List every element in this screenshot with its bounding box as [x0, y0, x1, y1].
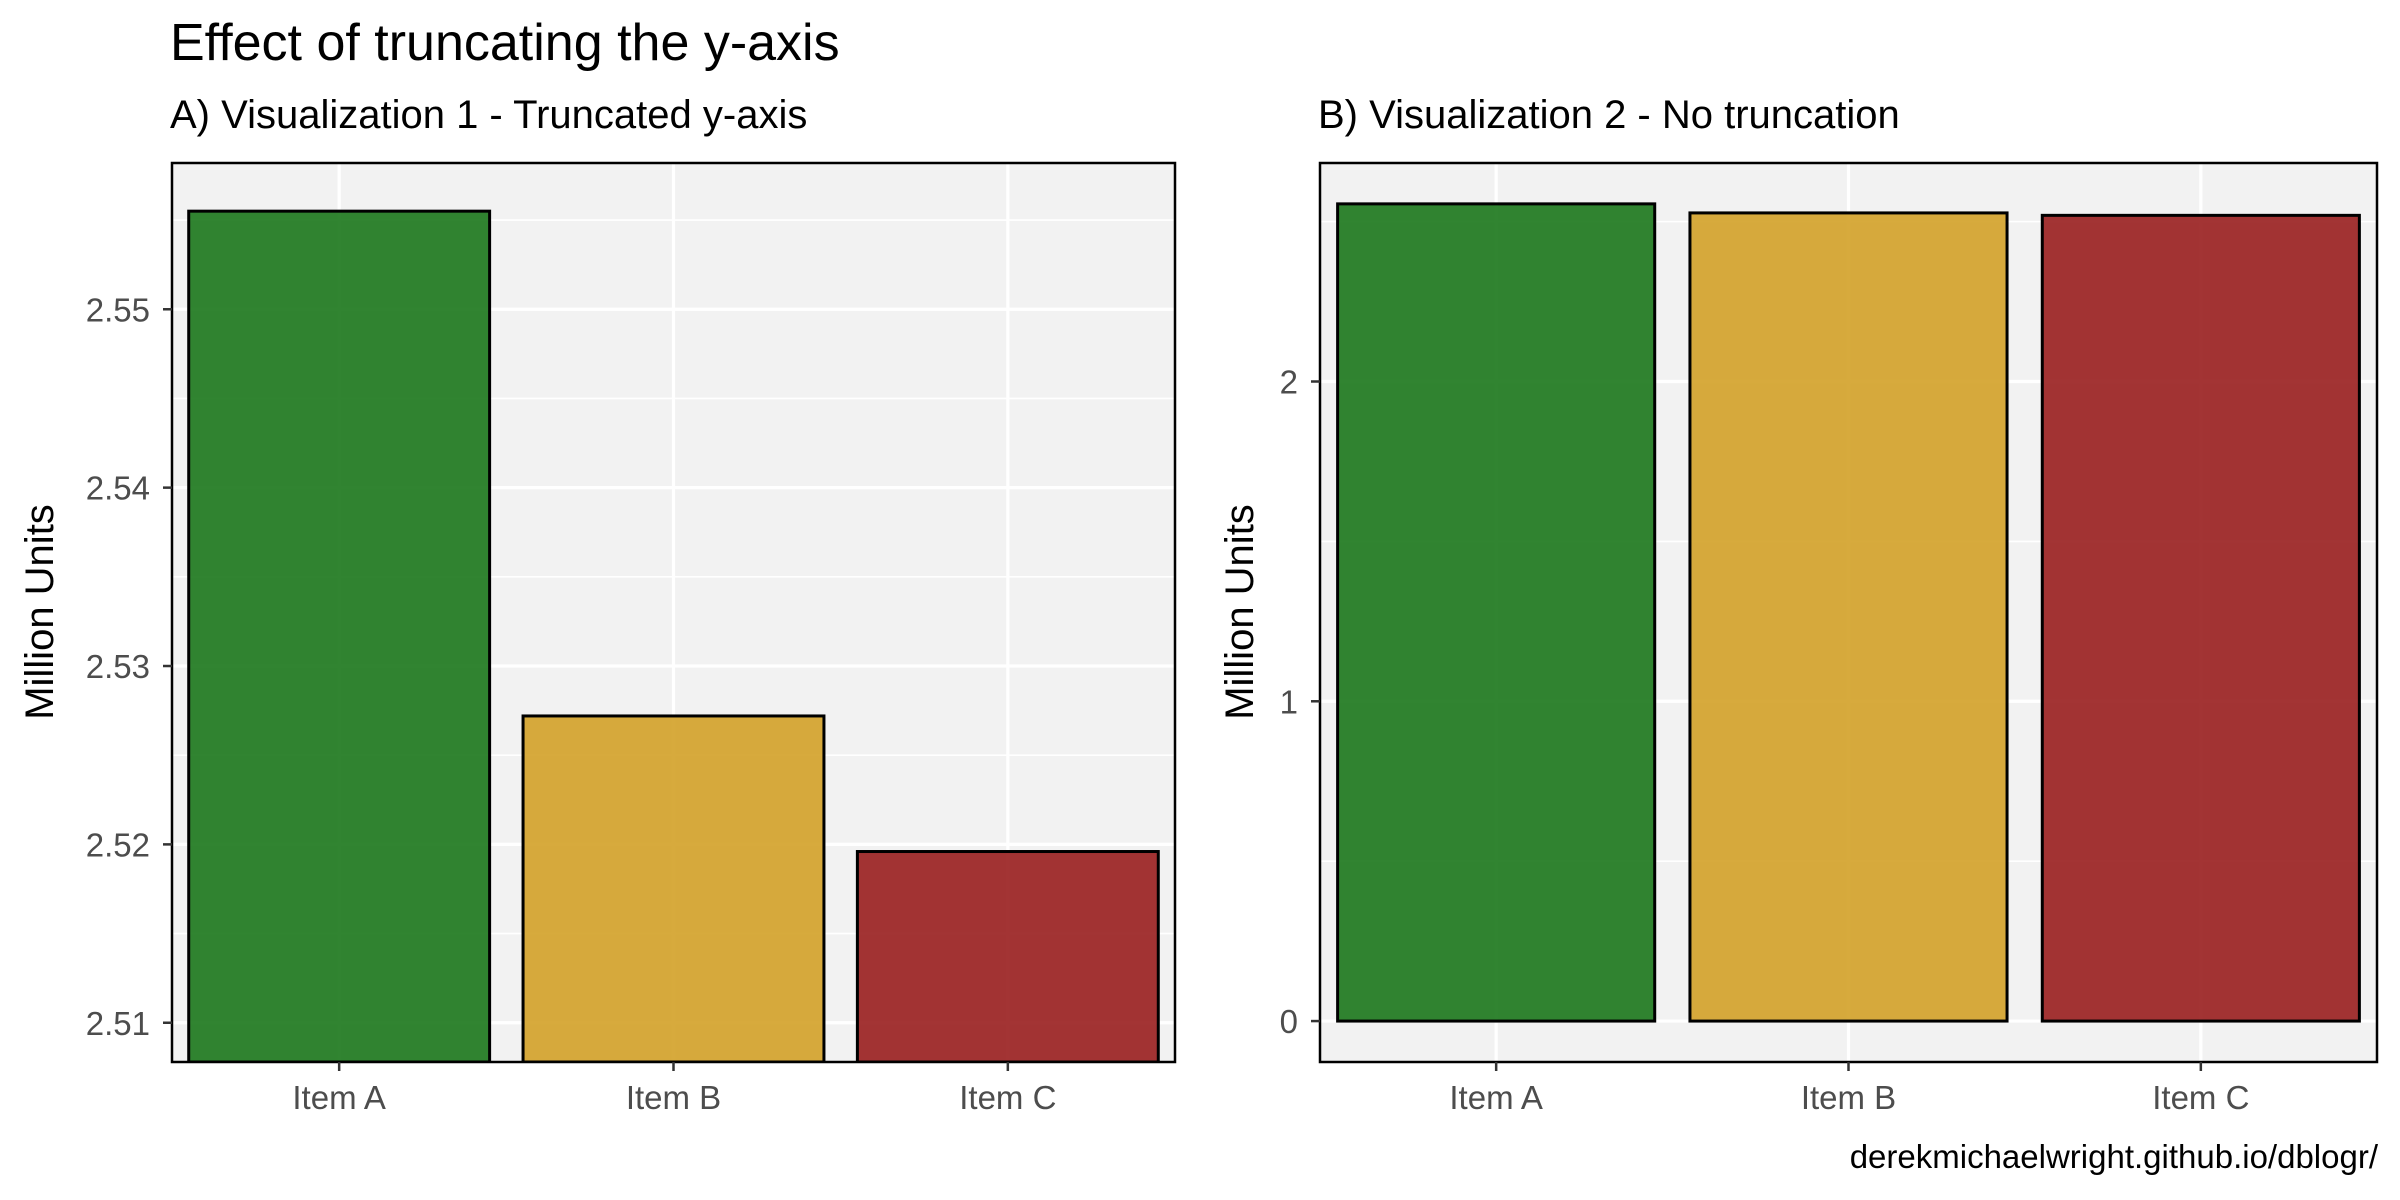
panel-a-bar-item-a: [187, 209, 492, 1062]
panel-b-x-tick-label: Item B: [1801, 1079, 1896, 1116]
panel-b-bar-item-a: [1336, 202, 1657, 1023]
panel-a-bar-item-b: [521, 714, 826, 1062]
panel-a-y-tick-label: 2.54: [86, 470, 150, 507]
panel-a-y-tick-label: 2.55: [86, 291, 150, 328]
panel-b-y-tick-label: 2: [1280, 364, 1298, 401]
panel-a-y-tick-label: 2.53: [86, 648, 150, 685]
panel-a: A) Visualization 1 - Truncated y-axis Mi…: [18, 93, 1177, 1116]
panel-a-x-tick-label: Item A: [292, 1079, 386, 1116]
panel-a-x-tick-label: Item B: [626, 1079, 721, 1116]
panel-b: B) Visualization 2 - No truncation Milli…: [1218, 93, 2379, 1116]
panel-a-bar-item-c: [855, 850, 1160, 1062]
figure-title: Effect of truncating the y-axis: [170, 14, 840, 72]
panel-a-y-axis-title: Million Units: [18, 504, 62, 720]
panel-b-x-tick-label: Item A: [1449, 1079, 1543, 1116]
panel-b-bar-item-c: [2040, 213, 2361, 1023]
panel-a-y-tick-label: 2.52: [86, 826, 150, 863]
panel-a-x-tick-label: Item C: [959, 1079, 1056, 1116]
panel-a-subtitle: A) Visualization 1 - Truncated y-axis: [170, 93, 807, 137]
panel-a-y-tick-label: 2.51: [86, 1005, 150, 1042]
caption: derekmichaelwright.github.io/dblogr/: [1850, 1138, 2379, 1175]
panel-a-plot-area: 2.51 2.52 2.53 2.54 2.55 Item A Item B Item C: [86, 161, 1177, 1116]
panel-b-bars: [1336, 202, 2361, 1023]
panel-b-plot-area: 0 1 2 Item A Item B Item C: [1280, 161, 2379, 1116]
panel-b-x-tick-label: Item C: [2152, 1079, 2249, 1116]
panel-b-y-tick-label: 1: [1280, 683, 1298, 720]
panel-b-bar-item-b: [1688, 211, 2009, 1023]
panel-b-subtitle: B) Visualization 2 - No truncation: [1318, 93, 1900, 137]
panel-b-y-tick-label: 0: [1280, 1003, 1298, 1040]
panel-b-y-axis-title: Million Units: [1218, 504, 1262, 720]
panel-a-bars: [187, 209, 1160, 1062]
